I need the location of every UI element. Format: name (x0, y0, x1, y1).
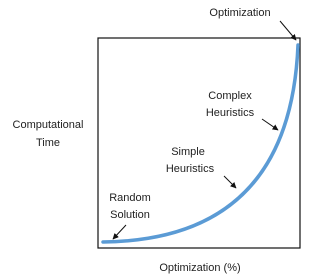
arrow (223, 175, 237, 189)
annotation: Heuristics (206, 107, 255, 119)
plot-frame (97, 37, 301, 249)
annotation: Solution (110, 209, 150, 221)
arrow (279, 20, 297, 41)
annotation: Random (109, 192, 151, 204)
arrow (112, 224, 127, 240)
y-axis-label: Time (36, 137, 60, 149)
annotation: Optimization (209, 7, 270, 19)
page: Computational Time Optimization (%) Opti… (12, 6, 301, 274)
curve (101, 43, 300, 244)
annotation: Heuristics (166, 163, 215, 175)
annotation: Simple (171, 146, 205, 158)
diagram: Computational Time Optimization (%) Opti… (13, 7, 301, 274)
y-axis-label: Computational (13, 119, 84, 131)
x-axis-label: Optimization (%) (159, 262, 240, 274)
annotation: Complex (208, 90, 252, 102)
arrow (261, 118, 279, 131)
